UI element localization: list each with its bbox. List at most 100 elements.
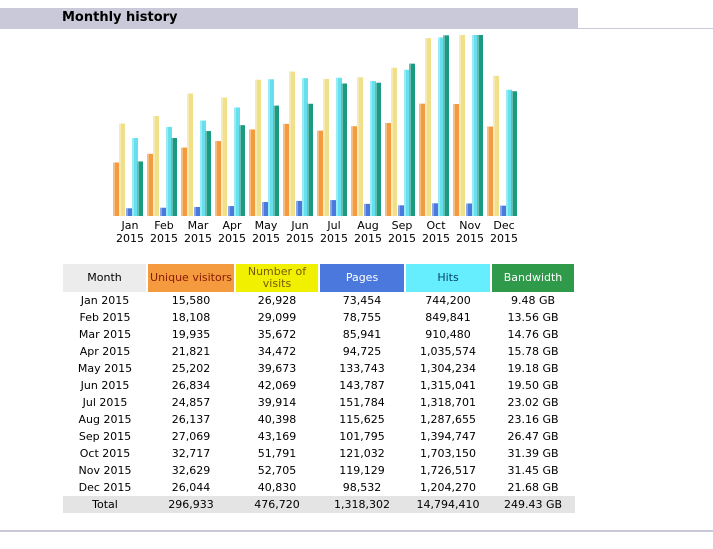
cell-pages: 151,784 — [339, 396, 385, 409]
month-label-name: Jun — [291, 219, 309, 232]
bar-pages — [466, 203, 472, 216]
bar-highlight — [472, 35, 474, 216]
bar-unique — [113, 162, 119, 216]
cell-unique: 19,935 — [171, 328, 211, 341]
bar-highlight — [477, 35, 479, 216]
bar-highlight — [249, 129, 251, 216]
bar-highlight — [453, 103, 455, 216]
cell-pages: 98,532 — [342, 481, 382, 494]
month-label-name: Feb — [154, 219, 174, 232]
bar-highlight — [283, 123, 285, 216]
total-bandwidth: 249.43 GB — [491, 496, 575, 513]
month-label: Jun 2015 — [280, 219, 320, 245]
cell-visits: 35,672 — [257, 328, 297, 341]
month-label-year: 2015 — [490, 231, 518, 245]
cell-pages: 119,129 — [339, 464, 385, 477]
bar-hits — [336, 77, 342, 216]
cell-pages: 73,454 — [342, 294, 382, 307]
cell-pages: 78,755 — [342, 311, 382, 324]
table-header-row: Month Unique visitors Number of visits P… — [63, 264, 576, 292]
bar-highlight — [215, 141, 217, 216]
bar-hits — [200, 120, 206, 216]
cell-hits: 1,703,150 — [420, 447, 476, 460]
header-month: Month — [63, 264, 148, 292]
header-unique-visitors: Unique visitors — [147, 264, 236, 292]
bar-highlight — [153, 116, 155, 216]
cell-bandwidth: 19.18 GB — [507, 362, 559, 375]
table-row: Mar 2015 19,935 35,672 85,941 910,480 14.76 G… — [63, 326, 575, 343]
bar-highlight — [166, 126, 168, 216]
month-label-year: 2015 — [252, 231, 280, 245]
bar-bandwidth — [205, 131, 211, 216]
bar-highlight — [443, 35, 445, 217]
table-row: Aug 2015 26,137 40,398 115,625 1,287,655 23.1… — [63, 411, 575, 428]
bar-highlight — [385, 123, 387, 216]
bar-highlight — [147, 153, 149, 216]
cell-bandwidth: 14.76 GB — [507, 328, 559, 341]
cell-month: Apr 2015 — [79, 345, 131, 358]
bar-visits — [391, 67, 397, 216]
cell-visits: 40,398 — [257, 413, 297, 426]
bar-highlight — [239, 125, 241, 216]
bar-pages — [432, 203, 438, 216]
cell-month: May 2015 — [77, 362, 133, 375]
month-label-name: Aug — [357, 219, 379, 232]
cell-bandwidth: 23.02 GB — [507, 396, 559, 409]
bar-highlight — [419, 103, 421, 216]
bar-bandwidth — [137, 161, 143, 216]
cell-hits: 1,287,655 — [420, 413, 476, 426]
bar-pages — [194, 206, 200, 216]
bar-visits — [187, 93, 193, 216]
month-label: Oct 2015 — [416, 219, 456, 245]
cell-pages: 94,725 — [342, 345, 382, 358]
month-label-year: 2015 — [116, 231, 144, 245]
bar-highlight — [302, 78, 304, 216]
bar-visits — [459, 35, 465, 216]
bar-hits — [132, 137, 138, 216]
cell-unique: 21,821 — [171, 345, 211, 358]
cell-visits: 40,830 — [257, 481, 297, 494]
bar-highlight — [268, 79, 270, 217]
bar-highlight — [205, 131, 207, 216]
bar-visits — [289, 71, 295, 217]
bar-visits — [119, 123, 125, 216]
bar-highlight — [273, 105, 275, 216]
bar-highlight — [160, 207, 162, 216]
total-hits: 14,794,410 — [405, 496, 491, 513]
bar-highlight — [511, 91, 513, 216]
bar-bandwidth — [341, 83, 347, 217]
month-label-name: Apr — [222, 219, 242, 232]
table-row: Apr 2015 21,821 34,472 94,725 1,035,574 15.78… — [63, 343, 575, 360]
bar-visits — [323, 78, 329, 216]
cell-pages: 115,625 — [339, 413, 385, 426]
bar-hits — [472, 35, 478, 216]
cell-unique: 25,202 — [171, 362, 211, 375]
bar-visits — [493, 75, 499, 216]
bar-highlight — [425, 38, 427, 216]
cell-unique: 26,044 — [171, 481, 211, 494]
cell-month: Jan 2015 — [80, 294, 130, 307]
cell-hits: 1,315,041 — [420, 379, 476, 392]
bar-highlight — [357, 77, 359, 216]
header-hits: Hits — [405, 264, 492, 292]
month-label-year: 2015 — [184, 231, 212, 245]
cell-visits: 29,099 — [257, 311, 297, 324]
month-label: Mar 2015 — [178, 219, 218, 245]
month-label: Sep 2015 — [382, 219, 422, 245]
cell-visits: 52,705 — [257, 464, 297, 477]
bar-highlight — [506, 89, 508, 216]
cell-month: Mar 2015 — [78, 328, 132, 341]
cell-month: Oct 2015 — [79, 447, 131, 460]
bar-highlight — [137, 161, 139, 216]
cell-hits: 1,318,701 — [420, 396, 476, 409]
cell-month: Feb 2015 — [79, 311, 131, 324]
cell-month: Sep 2015 — [78, 430, 132, 443]
cell-visits: 39,673 — [257, 362, 297, 375]
bar-pages — [126, 208, 132, 216]
month-label: Feb 2015 — [144, 219, 184, 245]
month-label-name: Nov — [459, 219, 481, 232]
table-row: Jul 2015 24,857 39,914 151,784 1,318,701 23.0… — [63, 394, 575, 411]
month-label: Jan 2015 — [110, 219, 150, 245]
bar-highlight — [432, 203, 434, 216]
cell-hits: 744,200 — [425, 294, 471, 307]
